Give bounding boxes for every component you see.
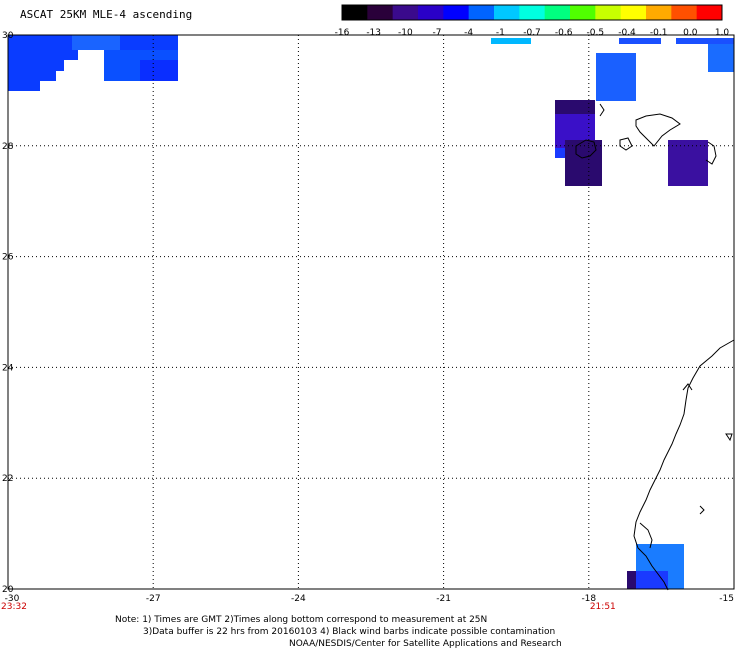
colorbar-swatch bbox=[620, 5, 647, 20]
latitude-label: 30 bbox=[2, 31, 14, 41]
colorbar-swatch bbox=[671, 5, 698, 20]
longitude-label: -15 bbox=[719, 594, 734, 604]
latitude-labels: 30 28 26 24 22 20 bbox=[2, 31, 14, 595]
note-line-1: Note: 1) Times are GMT 2)Times along bot… bbox=[115, 615, 488, 625]
data-cell bbox=[140, 60, 178, 81]
time-label: 21:51 bbox=[590, 602, 616, 612]
colorbar-label: 0.0 bbox=[683, 28, 698, 38]
coastline bbox=[575, 103, 735, 591]
data-cell bbox=[596, 53, 636, 101]
data-cell bbox=[627, 571, 636, 589]
data-cells bbox=[8, 35, 734, 589]
colorbar bbox=[341, 4, 723, 21]
longitude-label: -18 bbox=[581, 594, 596, 604]
longitude-label: -24 bbox=[291, 594, 306, 604]
note-line-2: 3)Data buffer is 22 hrs from 20160103 4)… bbox=[143, 627, 556, 637]
data-cell bbox=[636, 571, 668, 589]
colorbar-label: -0.4 bbox=[618, 28, 636, 38]
colorbar-swatch bbox=[696, 5, 723, 20]
colorbar-label: -0.6 bbox=[555, 28, 573, 38]
latitude-label: 28 bbox=[2, 142, 14, 152]
colorbar-label: -10 bbox=[398, 28, 413, 38]
colorbar-label: -0.1 bbox=[650, 28, 668, 38]
colorbar-swatch bbox=[519, 5, 546, 20]
colorbar-swatch bbox=[544, 5, 571, 20]
colorbar-label: -1 bbox=[496, 28, 505, 38]
data-cell bbox=[676, 38, 734, 44]
colorbar-swatch bbox=[570, 5, 596, 20]
longitude-labels: -30 -27 -24 -21 -18 -15 bbox=[5, 594, 734, 604]
note-line-3: NOAA/NESDIS/Center for Satellite Applica… bbox=[289, 639, 562, 649]
data-cell bbox=[72, 35, 120, 50]
colorbar-label: -4 bbox=[464, 28, 473, 38]
longitude-label: -30 bbox=[5, 594, 20, 604]
data-cell bbox=[56, 71, 78, 81]
graticule bbox=[7, 34, 735, 590]
longitude-label: -21 bbox=[436, 594, 451, 604]
colorbar-swatch bbox=[342, 5, 368, 20]
colorbar-labels: -16 -13 -10 -7 -4 -1 -0.7 -0.6 -0.5 -0.4 -0.1 0.0 1.… bbox=[335, 28, 730, 38]
colorbar-swatch bbox=[392, 5, 419, 20]
colorbar-swatch bbox=[443, 5, 470, 20]
time-label: 23:32 bbox=[1, 602, 27, 612]
data-cell bbox=[491, 38, 531, 44]
colorbar-label: -0.5 bbox=[587, 28, 605, 38]
data-cell bbox=[565, 140, 602, 186]
latitude-label: 20 bbox=[2, 585, 14, 595]
longitude-label: -27 bbox=[146, 594, 161, 604]
colorbar-label: 1.0 bbox=[715, 28, 730, 38]
colorbar-label: -16 bbox=[335, 28, 350, 38]
colorbar-swatch bbox=[595, 5, 622, 20]
colorbar-swatch bbox=[418, 5, 444, 20]
colorbar-label: -13 bbox=[366, 28, 381, 38]
latitude-label: 24 bbox=[2, 363, 14, 373]
data-cell bbox=[668, 140, 708, 186]
latitude-label: 26 bbox=[2, 253, 14, 263]
colorbar-swatch bbox=[646, 5, 672, 20]
data-cell bbox=[619, 38, 661, 44]
colorbar-swatch bbox=[494, 5, 520, 20]
data-cell bbox=[78, 50, 104, 81]
latitude-label: 22 bbox=[2, 474, 13, 484]
data-cell bbox=[555, 100, 595, 114]
figure-title: ASCAT 25KM MLE-4 ascending bbox=[20, 8, 193, 21]
data-cell bbox=[555, 148, 565, 158]
colorbar-label: -0.7 bbox=[523, 28, 541, 38]
colorbar-label: -7 bbox=[433, 28, 442, 38]
colorbar-swatch bbox=[468, 5, 495, 20]
data-cell bbox=[64, 60, 78, 71]
data-cell bbox=[708, 44, 734, 72]
time-labels: 23:32 21:51 bbox=[1, 602, 616, 612]
colorbar-swatch bbox=[367, 5, 394, 20]
data-cell bbox=[40, 81, 78, 91]
